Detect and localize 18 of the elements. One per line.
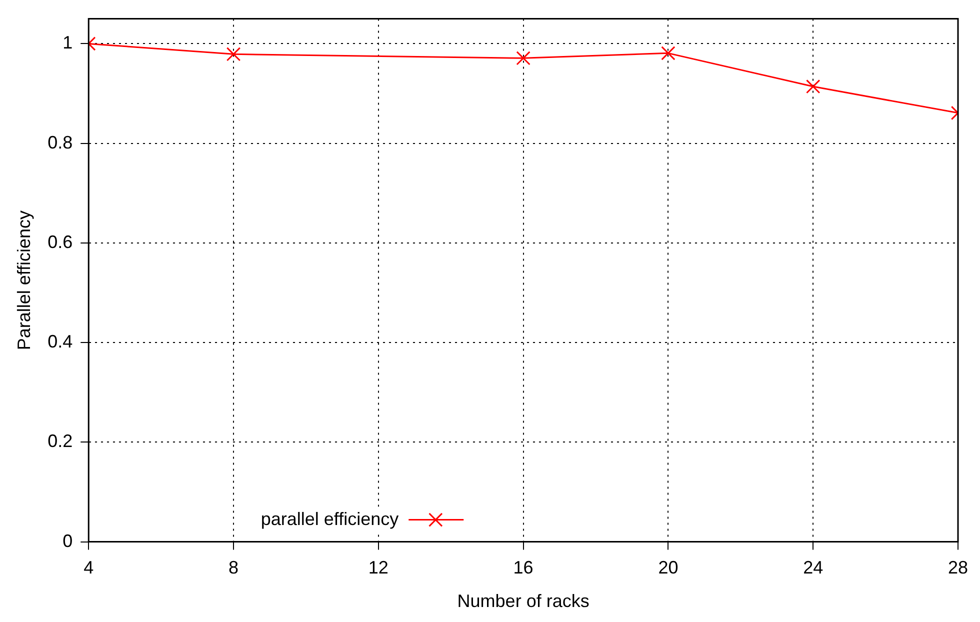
y-tick-label: 1 (62, 32, 73, 53)
x-tick-label: 8 (228, 558, 239, 578)
y-tick-label: 0.6 (48, 232, 73, 252)
y-axis-title: Parallel efficiency (14, 210, 34, 350)
x-tick-label: 24 (803, 558, 824, 578)
x-tick-label: 20 (658, 558, 678, 578)
x-tick-label: 16 (513, 558, 534, 578)
legend-label: parallel efficiency (260, 508, 399, 529)
y-tick-label: 0.4 (48, 332, 73, 352)
x-tick-label: 28 (948, 558, 968, 578)
point (661, 46, 676, 60)
x-axis-title: Number of racks (457, 591, 590, 612)
y-tick-label: 0.8 (48, 132, 73, 152)
x-tick-label: 4 (84, 558, 94, 578)
y-tick-label: 0.2 (48, 431, 73, 452)
point (516, 51, 530, 66)
y-tick-label: 0 (62, 530, 73, 551)
x-tick-label: 12 (368, 558, 388, 578)
